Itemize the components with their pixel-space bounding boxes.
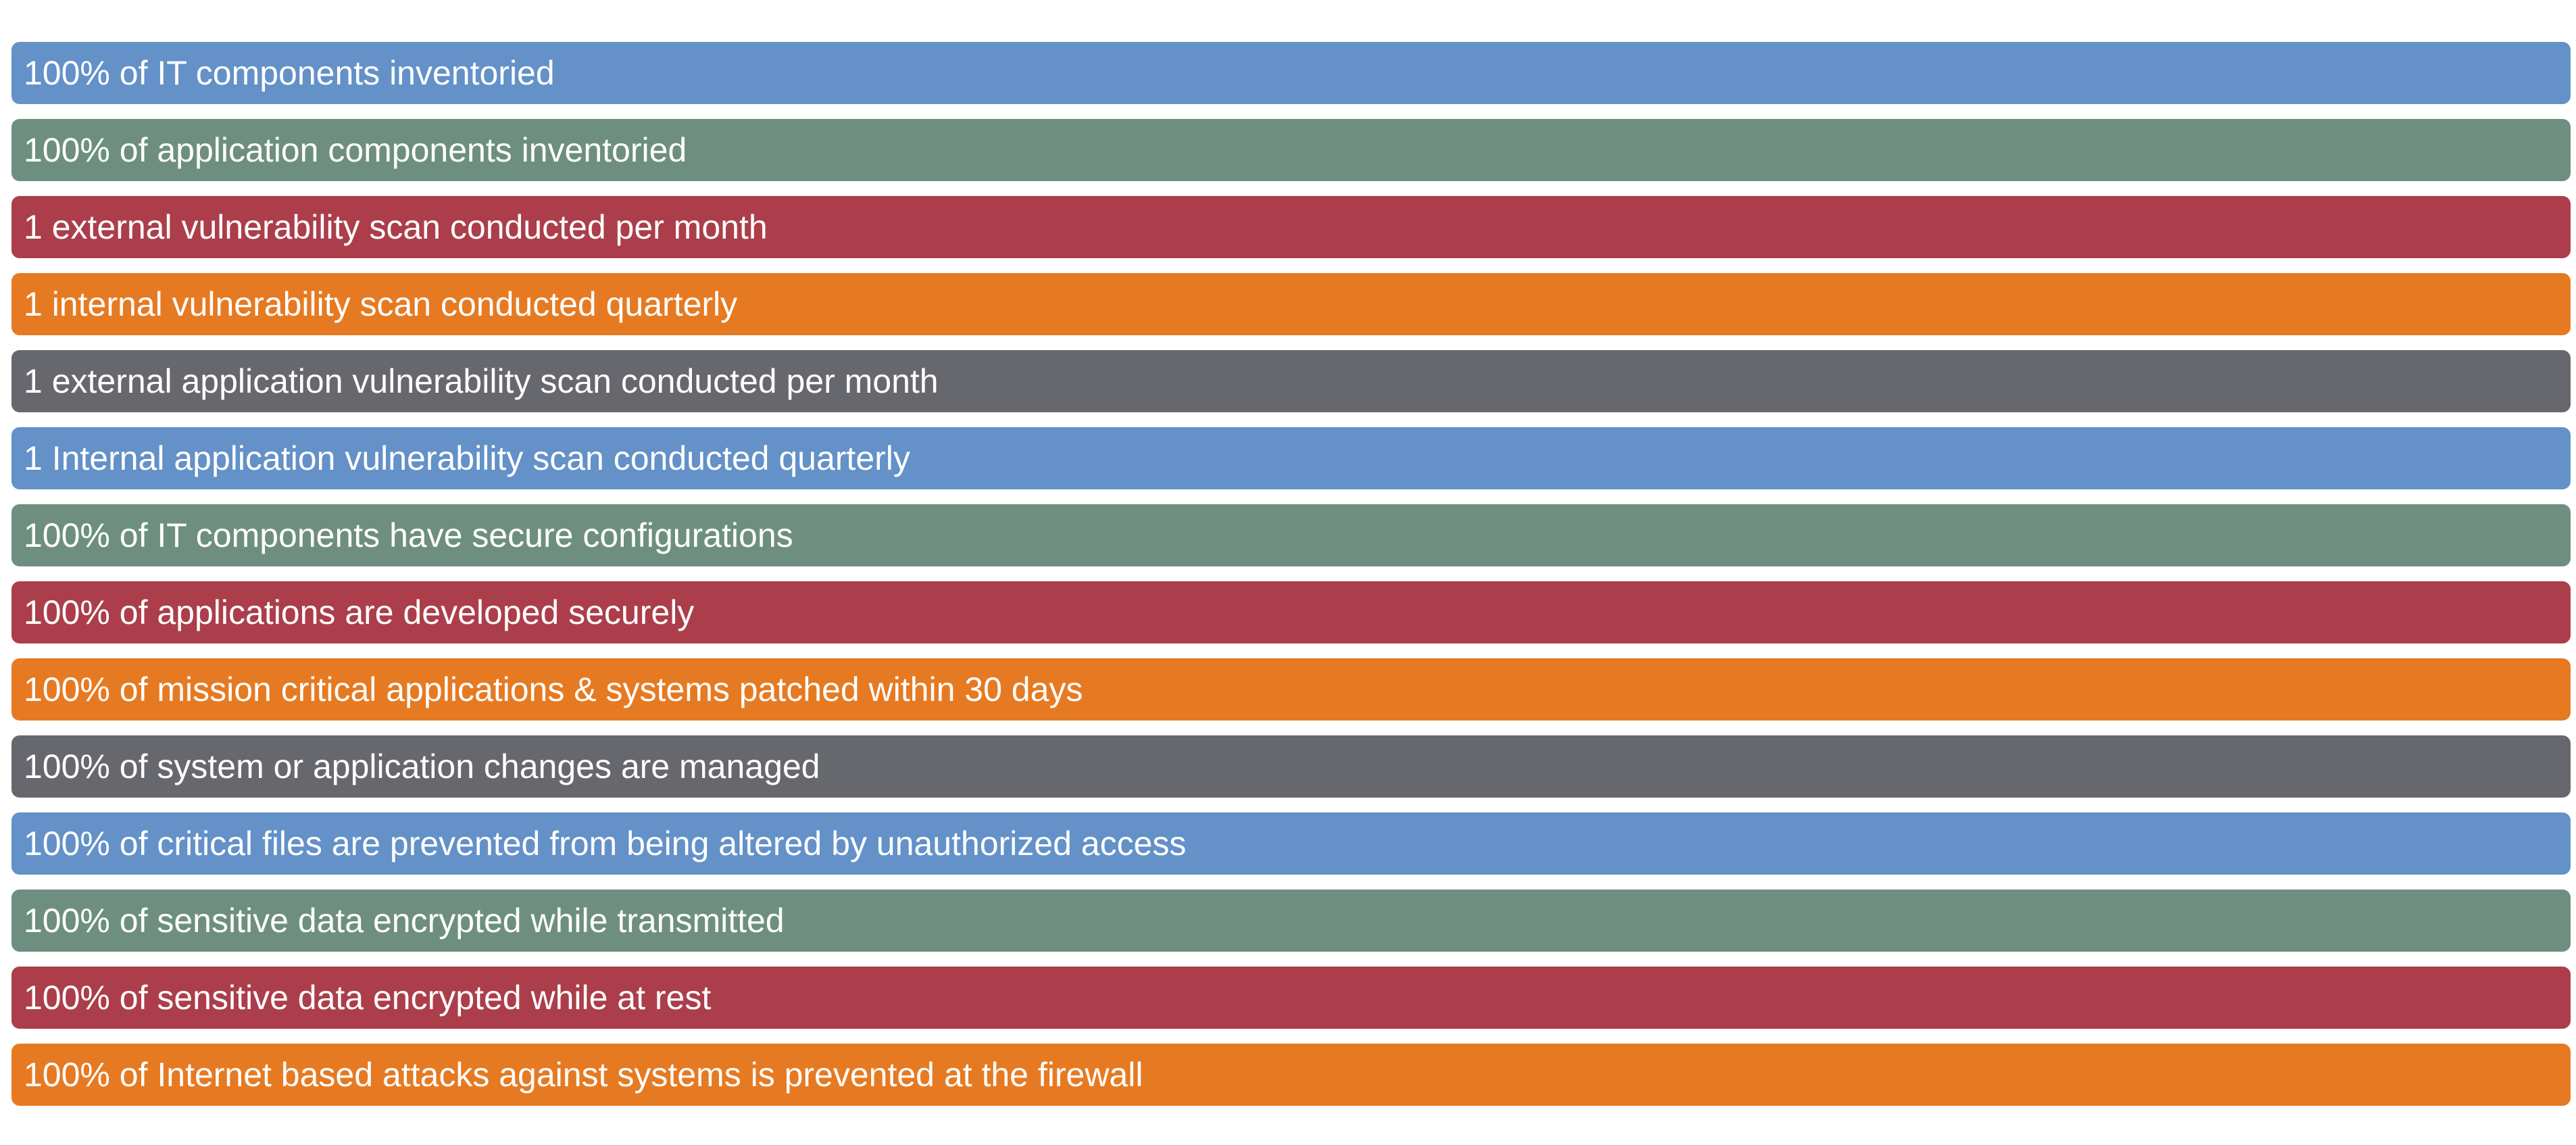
metric-bar-firewall-prevention: 100% of Internet based attacks against s…: [11, 1044, 2571, 1106]
metric-bar-patched-within-30-days: 100% of mission critical applications & …: [11, 658, 2571, 721]
metric-bar-application-components-inventoried: 100% of application components inventori…: [11, 119, 2571, 181]
metric-bar-critical-files-protected: 100% of critical files are prevented fro…: [11, 812, 2571, 875]
metric-label: 1 external vulnerability scan conducted …: [24, 208, 768, 246]
metric-bar-changes-managed: 100% of system or application changes ar…: [11, 735, 2571, 798]
metric-label: 1 Internal application vulnerability sca…: [24, 439, 910, 477]
metric-bar-encrypted-in-transit: 100% of sensitive data encrypted while t…: [11, 890, 2571, 952]
metric-label: 1 external application vulnerability sca…: [24, 362, 939, 400]
metric-label: 100% of applications are developed secur…: [24, 593, 695, 631]
metric-bar-secure-configurations: 100% of IT components have secure config…: [11, 504, 2571, 566]
metric-label: 100% of sensitive data encrypted while t…: [24, 902, 785, 940]
metric-label: 100% of IT components inventoried: [24, 54, 555, 92]
metric-label: 100% of critical files are prevented fro…: [24, 825, 1187, 862]
metric-bar-internal-application-scan: 1 Internal application vulnerability sca…: [11, 427, 2571, 489]
metric-bar-developed-securely: 100% of applications are developed secur…: [11, 581, 2571, 643]
metric-label: 100% of system or application changes ar…: [24, 748, 820, 785]
metric-label: 100% of sensitive data encrypted while a…: [24, 979, 712, 1017]
metric-label: 100% of Internet based attacks against s…: [24, 1056, 1143, 1094]
metric-bar-internal-vulnerability-scan: 1 internal vulnerability scan conducted …: [11, 273, 2571, 335]
metric-label: 100% of mission critical applications & …: [24, 671, 1083, 708]
metrics-list: 100% of IT components inventoried 100% o…: [11, 42, 2571, 1106]
metric-bar-external-application-scan: 1 external application vulnerability sca…: [11, 350, 2571, 412]
metric-bar-encrypted-at-rest: 100% of sensitive data encrypted while a…: [11, 967, 2571, 1029]
metric-label: 100% of IT components have secure config…: [24, 516, 793, 554]
metric-bar-it-components-inventoried: 100% of IT components inventoried: [11, 42, 2571, 104]
metric-label: 100% of application components inventori…: [24, 131, 687, 169]
metric-label: 1 internal vulnerability scan conducted …: [24, 285, 738, 323]
metric-bar-external-vulnerability-scan: 1 external vulnerability scan conducted …: [11, 196, 2571, 258]
